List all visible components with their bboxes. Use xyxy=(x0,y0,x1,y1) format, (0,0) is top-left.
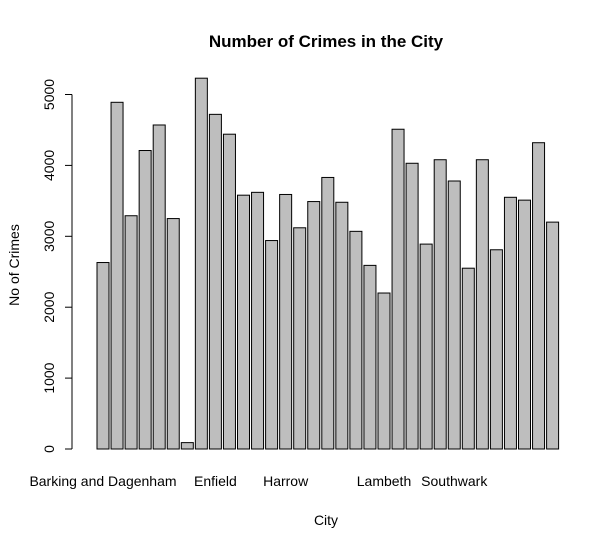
y-tick-label-5: 5000 xyxy=(41,79,57,110)
bar-8 xyxy=(208,113,222,450)
bar-5 xyxy=(166,218,180,450)
bar-27 xyxy=(475,159,489,450)
bar-12 xyxy=(265,240,279,450)
bar-26 xyxy=(461,267,475,450)
x-tick-label-4: Southwark xyxy=(421,473,488,489)
bar-28 xyxy=(489,249,503,450)
bar-2 xyxy=(124,215,138,450)
bar-7 xyxy=(194,77,208,450)
bar-25 xyxy=(447,180,461,450)
bar-29 xyxy=(503,196,517,450)
bar-1 xyxy=(110,101,124,450)
bar-31 xyxy=(532,142,546,450)
bars-group xyxy=(96,77,560,450)
bar-6 xyxy=(180,442,194,450)
x-tick-label-0: Barking and Dagenham xyxy=(29,473,176,489)
bar-9 xyxy=(222,133,236,450)
y-tick-label-3: 3000 xyxy=(41,221,57,252)
bar-20 xyxy=(377,292,391,450)
bar-23 xyxy=(419,243,433,450)
bar-11 xyxy=(251,191,265,450)
y-tick-label-0: 0 xyxy=(41,445,57,453)
bar-24 xyxy=(433,159,447,450)
y-tick-label-1: 1000 xyxy=(41,362,57,393)
x-axis-tick-labels: Barking and Dagenham Enfield Harrow Lambeth… xyxy=(29,473,488,489)
chart-title: Number of Crimes in the City xyxy=(209,32,444,51)
x-tick-label-3: Lambeth xyxy=(357,473,411,489)
bar-3 xyxy=(138,150,152,450)
bar-0 xyxy=(96,262,110,450)
x-tick-label-2: Harrow xyxy=(263,473,309,489)
bar-32 xyxy=(546,221,560,450)
bar-21 xyxy=(391,128,405,450)
y-tick-label-4: 4000 xyxy=(41,150,57,181)
bar-13 xyxy=(279,193,293,450)
bar-19 xyxy=(363,264,377,450)
y-tick-label-2: 2000 xyxy=(41,291,57,322)
bar-22 xyxy=(405,162,419,450)
bar-18 xyxy=(349,230,363,450)
y-axis-label: No of Crimes xyxy=(6,224,22,306)
bar-30 xyxy=(518,199,531,450)
x-tick-label-1: Enfield xyxy=(194,473,237,489)
bar-17 xyxy=(335,201,349,450)
x-axis-label: City xyxy=(314,512,338,528)
bar-16 xyxy=(321,176,335,450)
bar-4 xyxy=(152,124,166,450)
bar-15 xyxy=(307,201,321,450)
y-axis: 0 1000 2000 3000 4000 5000 xyxy=(41,79,73,453)
bar-10 xyxy=(237,194,250,450)
bar-14 xyxy=(293,227,307,450)
